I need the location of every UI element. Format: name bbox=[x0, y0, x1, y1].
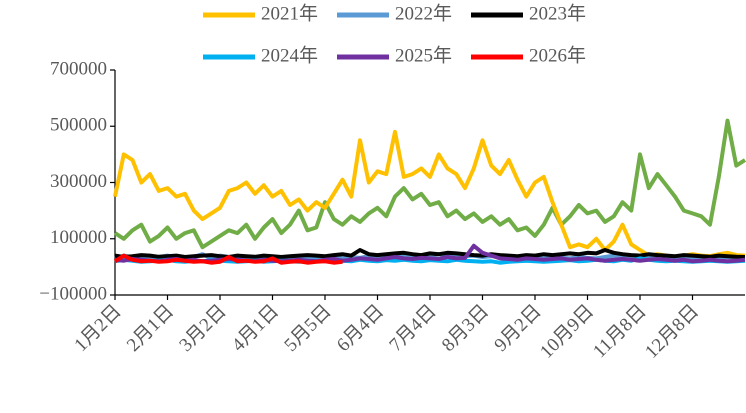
x-tick-label: 4月1日 bbox=[228, 301, 283, 356]
legend-label: 2022年 bbox=[395, 2, 452, 24]
legend-label: 2026年 bbox=[529, 44, 586, 66]
x-tick-label: 7月4日 bbox=[385, 301, 440, 356]
series-line bbox=[113, 129, 746, 259]
legend-label: 2021年 bbox=[261, 2, 318, 24]
x-tick-label: 2月1日 bbox=[123, 301, 178, 356]
series-line bbox=[113, 253, 343, 265]
x-tick-label: 12月8日 bbox=[641, 301, 703, 363]
y-tick-label: −100000 bbox=[39, 283, 107, 304]
series-line bbox=[114, 248, 746, 259]
y-tick-label: 700000 bbox=[50, 58, 107, 79]
x-tick-label: 11月8日 bbox=[589, 301, 650, 362]
legend-label: 2023年 bbox=[529, 2, 586, 24]
y-tick-label: 300000 bbox=[50, 171, 107, 192]
x-tick-label: 1月2日 bbox=[70, 301, 125, 356]
x-tick-label: 5月5日 bbox=[280, 301, 335, 356]
x-tick-label: 10月9日 bbox=[536, 301, 598, 363]
x-tick-label: 6月4日 bbox=[333, 301, 388, 356]
y-tick-label: 100000 bbox=[50, 227, 107, 248]
series-line bbox=[113, 118, 746, 250]
y-tick-label: 500000 bbox=[50, 115, 107, 136]
x-tick-label: 8月3日 bbox=[438, 301, 493, 356]
legend-label: 2025年 bbox=[395, 44, 452, 66]
x-tick-label: 3月2日 bbox=[175, 301, 230, 356]
legend-label: 2024年 bbox=[261, 44, 318, 66]
